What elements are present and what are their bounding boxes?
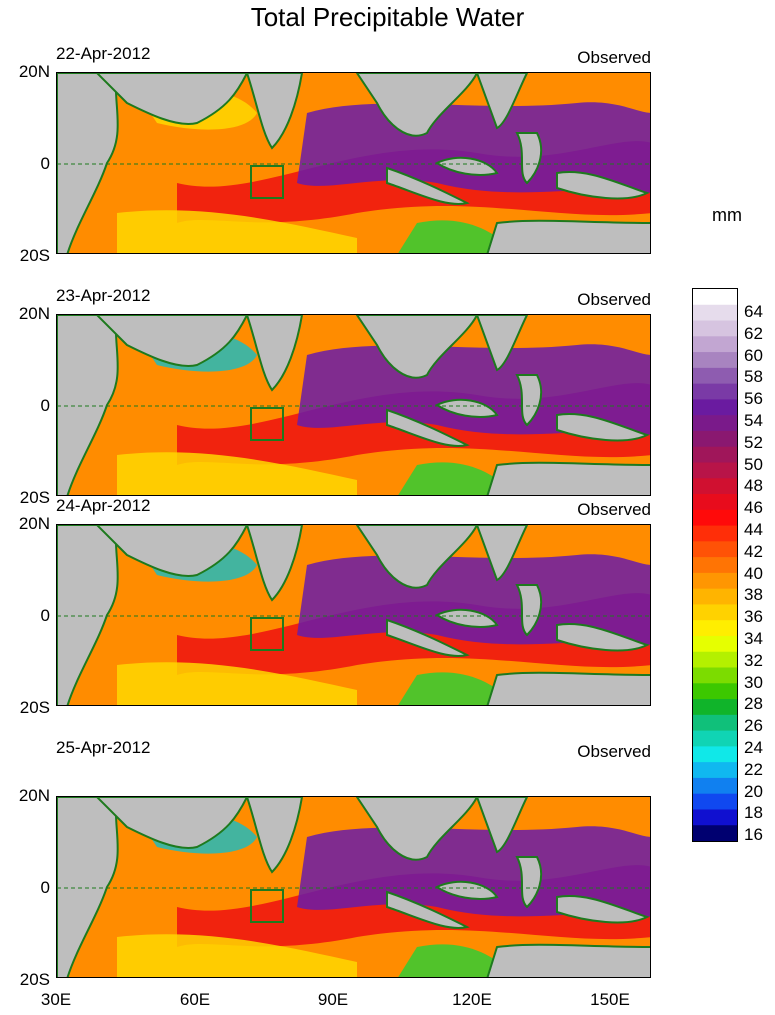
colorbar-tick-label: 20	[744, 781, 763, 801]
colorbar-band	[693, 762, 737, 779]
colorbar-tick-label: 48	[744, 476, 763, 496]
colorbar-band	[693, 699, 737, 716]
colorbar-band	[693, 509, 737, 527]
colorbar-band	[693, 604, 737, 621]
colorbar-tick-label: 46	[744, 498, 763, 518]
colorbar-band	[693, 572, 737, 590]
colorbar-band	[693, 635, 737, 653]
lat-label-20n-3: 20N	[18, 514, 50, 533]
colorbar-band	[693, 289, 737, 306]
colorbar-tick-label: 62	[744, 323, 763, 343]
panel-date-3: 24-Apr-2012	[56, 496, 151, 515]
colorbar-band	[693, 541, 737, 558]
colorbar-tick-label: 54	[744, 411, 763, 430]
lat-label-20s-4: 20S	[19, 970, 50, 989]
colorbar	[692, 288, 738, 842]
colorbar-band	[693, 730, 737, 747]
colorbar-band	[693, 336, 737, 353]
colorbar-band	[693, 304, 737, 322]
colorbar-band	[693, 352, 737, 369]
colorbar-tick-label: 60	[744, 345, 763, 365]
panel-label-1: Observed	[577, 48, 651, 67]
lat-label-20n-2: 20N	[18, 304, 50, 323]
lon-label-30e: 30E	[40, 990, 72, 1009]
figure-title: Total Precipitable Water	[250, 2, 525, 32]
colorbar-tick-label: 36	[744, 607, 763, 627]
panel-label-2: Observed	[577, 290, 651, 309]
colorbar-tick-label: 22	[744, 759, 763, 779]
colorbar-band	[693, 793, 737, 811]
lat-label-20s-1: 20S	[19, 246, 50, 265]
lat-label-eq-1: 0	[40, 154, 50, 173]
lat-label-eq-3: 0	[40, 606, 50, 625]
lon-label-120e: 120E	[452, 990, 492, 1009]
colorbar-band	[693, 825, 737, 841]
colorbar-band	[693, 777, 737, 795]
lat-label-eq-4: 0	[40, 878, 50, 897]
colorbar-band	[693, 494, 737, 511]
colorbar-tick-label: 16	[744, 825, 763, 845]
map-panel-2	[56, 314, 651, 496]
map-panel-3	[56, 524, 651, 706]
colorbar-tick-label: 40	[744, 563, 763, 583]
lon-label-60e: 60E	[179, 990, 211, 1009]
colorbar-band	[693, 462, 737, 479]
colorbar-band	[693, 525, 737, 542]
colorbar-band	[693, 557, 737, 574]
colorbar-tick-label: 32	[744, 650, 763, 670]
lat-label-20n-4: 20N	[18, 786, 50, 805]
colorbar-band	[693, 746, 737, 763]
colorbar-tick-label: 56	[744, 389, 763, 409]
colorbar-tick-label: 52	[744, 432, 763, 452]
colorbar-tick-label: 28	[744, 694, 763, 714]
colorbar-tick-label: 18	[744, 803, 763, 823]
colorbar-band	[693, 683, 737, 700]
colorbar-band	[693, 320, 737, 337]
colorbar-band	[693, 667, 737, 684]
lon-label-150e: 150E	[590, 990, 630, 1009]
panel-label-3: Observed	[577, 500, 651, 519]
colorbar-band	[693, 714, 737, 732]
units-label: mm	[712, 205, 742, 225]
colorbar-tick-label: 30	[744, 672, 763, 692]
map-panel-4	[56, 796, 651, 978]
colorbar-band	[693, 367, 737, 385]
colorbar-tick-label: 42	[744, 541, 763, 561]
colorbar-band	[693, 809, 737, 826]
colorbar-band	[693, 446, 737, 464]
colorbar-band	[693, 430, 737, 448]
colorbar-tick-label: 58	[744, 367, 763, 387]
colorbar-band	[693, 478, 737, 495]
panel-label-4: Observed	[577, 742, 651, 761]
colorbar-tick-label: 44	[744, 520, 763, 539]
colorbar-band	[693, 399, 737, 416]
colorbar-band	[693, 383, 737, 400]
lat-label-eq-2: 0	[40, 396, 50, 415]
colorbar-band	[693, 588, 737, 606]
panel-date-1: 22-Apr-2012	[56, 44, 151, 63]
lat-label-20n-1: 20N	[18, 62, 50, 81]
colorbar-tick-label: 38	[744, 585, 763, 605]
colorbar-band	[693, 651, 737, 669]
colorbar-band	[693, 415, 737, 432]
colorbar-tick-label: 50	[744, 454, 763, 474]
colorbar-band	[693, 620, 737, 637]
map-panel-1	[56, 72, 651, 254]
colorbar-tick-label: 24	[744, 738, 763, 757]
colorbar-tick-label: 34	[744, 629, 763, 648]
lat-label-20s-3: 20S	[19, 698, 50, 717]
lon-label-90e: 90E	[317, 990, 349, 1009]
panel-date-2: 23-Apr-2012	[56, 286, 151, 305]
colorbar-tick-label: 26	[744, 716, 763, 736]
colorbar-tick-label: 64	[744, 302, 763, 321]
panel-date-4: 25-Apr-2012	[56, 738, 151, 757]
lat-label-20s-2: 20S	[19, 488, 50, 507]
